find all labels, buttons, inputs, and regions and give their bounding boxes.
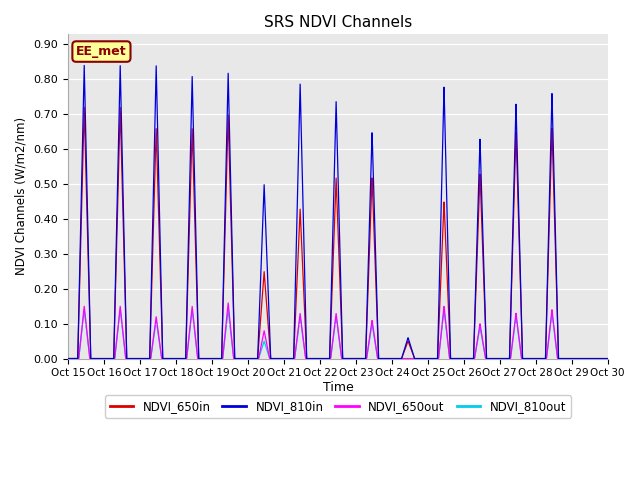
NDVI_810in (64, 356, 72, 361)
X-axis label: Time: Time (323, 381, 353, 394)
NDVI_810out (489, 356, 497, 361)
NDVI_650in (412, 356, 420, 361)
NDVI_650in (64, 356, 72, 361)
NDVI_650out (266, 356, 274, 361)
NDVI_650in (174, 356, 182, 361)
NDVI_650out (225, 300, 232, 306)
NDVI_650out (489, 356, 497, 361)
NDVI_810in (81, 62, 88, 68)
NDVI_650in (266, 349, 274, 355)
NDVI_810in (604, 356, 612, 361)
NDVI_810in (180, 356, 188, 361)
Line: NDVI_650in: NDVI_650in (68, 108, 608, 359)
Y-axis label: NDVI Channels (W/m2/nm): NDVI Channels (W/m2/nm) (15, 117, 28, 276)
NDVI_650in (81, 105, 88, 110)
NDVI_650out (602, 356, 610, 361)
NDVI_650in (604, 356, 612, 361)
Line: NDVI_810in: NDVI_810in (68, 65, 608, 359)
NDVI_810in (602, 356, 610, 361)
NDVI_810in (266, 343, 274, 348)
NDVI_650out (64, 356, 72, 361)
NDVI_650in (602, 356, 610, 361)
NDVI_810out (64, 356, 72, 361)
Legend: NDVI_650in, NDVI_810in, NDVI_650out, NDVI_810out: NDVI_650in, NDVI_810in, NDVI_650out, NDV… (105, 395, 571, 418)
NDVI_810out (180, 356, 188, 361)
Line: NDVI_810out: NDVI_810out (68, 310, 608, 359)
NDVI_810in (412, 356, 420, 361)
NDVI_650out (180, 356, 188, 361)
NDVI_810out (81, 307, 88, 312)
NDVI_810out (604, 356, 612, 361)
NDVI_650in (489, 356, 497, 361)
NDVI_810out (412, 356, 420, 361)
NDVI_810in (174, 356, 182, 361)
NDVI_650out (174, 356, 182, 361)
NDVI_810out (266, 356, 274, 361)
NDVI_810out (602, 356, 610, 361)
Title: SRS NDVI Channels: SRS NDVI Channels (264, 15, 412, 30)
NDVI_650out (412, 356, 420, 361)
NDVI_810in (489, 356, 497, 361)
Text: EE_met: EE_met (76, 45, 127, 58)
NDVI_810out (174, 356, 182, 361)
NDVI_650in (180, 356, 188, 361)
NDVI_650out (604, 356, 612, 361)
Line: NDVI_650out: NDVI_650out (68, 303, 608, 359)
